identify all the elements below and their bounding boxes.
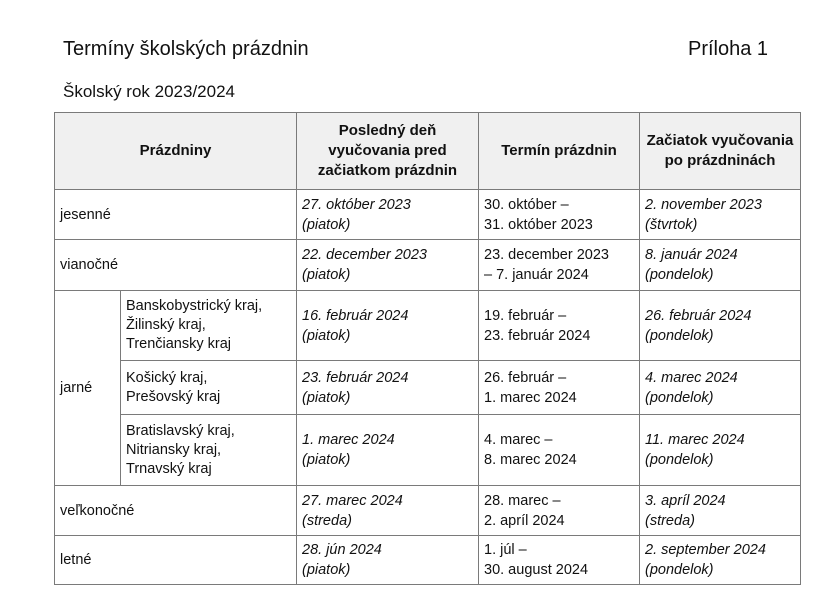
table-row: letné 28. jún 2024 (piatok) 1. júl – 30. aug… <box>54 535 801 585</box>
table-row: Košický kraj, Prešovský kraj 23. február 2… <box>55 360 801 415</box>
term-cell: 28. marec – 2. apríl 2024 <box>478 485 640 536</box>
start-cell: 2. september 2024 (pondelok) <box>639 535 801 585</box>
start-cell: 2. november 2023 (štvrtok) <box>639 189 801 240</box>
term-cell: 23. december 2023 – 7. január 2024 <box>478 239 640 291</box>
holiday-name: veľkonočné <box>54 485 297 536</box>
cell-line: 11. marec 2024 <box>645 432 745 448</box>
cell-line: 23. december 2023 <box>484 247 609 263</box>
cell-line: 27. marec 2024 <box>302 492 403 509</box>
start-cell: 8. január 2024 (pondelok) <box>639 239 801 291</box>
last-day-cell: 22. december 2023 (piatok) <box>296 239 479 291</box>
table-row: veľkonočné 27. marec 2024 (streda) 28. mare… <box>54 485 801 536</box>
cell-line: Žilinský kraj, <box>126 317 206 333</box>
holiday-name: jarné <box>54 290 121 486</box>
region-cell: Banskobystrický kraj, Žilinský kraj, Trenč… <box>120 290 297 361</box>
last-day-cell: 27. október 2023 (piatok) <box>296 189 479 240</box>
start-cell: 3. apríl 2024 (streda) <box>639 485 801 536</box>
document-title: Termíny školských prázdnin <box>63 38 309 60</box>
term-cell: 26. február – 1. marec 2024 <box>478 360 640 415</box>
cell-line: (pondelok) <box>645 562 714 578</box>
cell-line: 4. marec – <box>484 432 553 448</box>
cell-line: 28. marec – <box>484 492 561 509</box>
cell-line: (piatok) <box>302 389 351 406</box>
cell-line: 4. marec 2024 <box>645 369 738 386</box>
cell-line: Trenčiansky kraj <box>126 336 232 352</box>
header-last-day: Posledný deň vyučovania pred začiatkom p… <box>296 112 479 190</box>
cell-line: (piatok) <box>302 327 351 344</box>
header-holidays: Prázdniny <box>54 112 297 190</box>
start-cell: 4. marec 2024 (pondelok) <box>639 360 801 415</box>
start-cell: 11. marec 2024 (pondelok) <box>639 414 801 486</box>
cell-line: (pondelok) <box>645 389 714 406</box>
cell-line: Trnavský kraj <box>126 460 212 477</box>
cell-line: 30. október – <box>484 196 569 213</box>
last-day-cell: 27. marec 2024 (streda) <box>296 485 479 536</box>
term-cell: 30. október – 31. október 2023 <box>478 189 640 240</box>
cell-line: 26. február 2024 <box>645 307 752 324</box>
last-day-cell: 23. február 2024 (piatok) <box>296 360 479 415</box>
cell-line: Nitriansky kraj, <box>126 441 222 458</box>
cell-line: Banskobystrický kraj, <box>126 298 263 314</box>
term-cell: 1. júl – 30. august 2024 <box>478 535 640 585</box>
holiday-name: jesenné <box>54 189 297 240</box>
cell-line: 26. február – <box>484 369 567 386</box>
term-cell: 19. február – 23. február 2024 <box>478 290 640 361</box>
school-year-subtitle: Školský rok 2023/2024 <box>63 82 235 101</box>
cell-line: (štvrtok) <box>645 216 698 233</box>
cell-line: (piatok) <box>302 452 351 468</box>
cell-line: (streda) <box>645 512 695 529</box>
holiday-name: vianočné <box>54 239 297 291</box>
cell-line: 31. október 2023 <box>484 216 593 233</box>
cell-line: 8. marec 2024 <box>484 452 577 468</box>
start-cell: 26. február 2024 (pondelok) <box>639 290 801 361</box>
table-row: jarné Banskobystrický kraj, Žilinský kraj,… <box>54 290 801 486</box>
cell-line: 2. apríl 2024 <box>484 512 565 529</box>
annex-label: Príloha 1 <box>688 38 769 60</box>
header-start: Začiatok vyučovania po prázdninách <box>639 112 801 190</box>
cell-line: 2. november 2023 <box>645 196 762 213</box>
cell-line: 23. február 2024 <box>484 327 591 344</box>
last-day-cell: 1. marec 2024 (piatok) <box>296 414 479 486</box>
cell-line: 3. apríl 2024 <box>645 492 726 509</box>
cell-line: (pondelok) <box>645 327 714 344</box>
cell-line: (piatok) <box>302 267 351 283</box>
cell-line: 1. marec 2024 <box>484 389 577 406</box>
term-cell: 4. marec – 8. marec 2024 <box>478 414 640 486</box>
last-day-cell: 16. február 2024 (piatok) <box>296 290 479 361</box>
cell-line: 27. október 2023 <box>302 196 411 213</box>
region-cell: Košický kraj, Prešovský kraj <box>120 360 297 415</box>
header-term: Termín prázdnin <box>478 112 640 190</box>
holiday-name: letné <box>54 535 297 585</box>
cell-line: – 7. január 2024 <box>484 267 589 283</box>
cell-line: 19. február – <box>484 307 567 324</box>
cell-line: Košický kraj, <box>126 369 208 386</box>
cell-line: Prešovský kraj <box>126 388 221 405</box>
cell-line: (streda) <box>302 512 352 529</box>
cell-line: (pondelok) <box>645 267 714 283</box>
cell-line: (pondelok) <box>645 452 714 468</box>
header-row: Prázdniny Posledný deň vyučovania pred z… <box>54 112 801 190</box>
cell-line: 22. december 2023 <box>302 247 427 263</box>
last-day-cell: 28. jún 2024 (piatok) <box>296 535 479 585</box>
table-row: Bratislavský kraj, Nitriansky kraj, Trnavs… <box>55 414 801 486</box>
holiday-table: Prázdniny Posledný deň vyučovania pred z… <box>54 112 801 585</box>
cell-line: 2. september 2024 <box>645 542 766 558</box>
cell-line: 28. jún 2024 <box>302 542 382 558</box>
cell-line: 8. január 2024 <box>645 247 738 263</box>
table-row: vianočné 22. december 2023 (piatok) 23. dec… <box>54 239 801 291</box>
cell-line: 30. august 2024 <box>484 562 589 578</box>
region-cell: Bratislavský kraj, Nitriansky kraj, Trnavs… <box>120 414 297 486</box>
cell-line: 1. júl – <box>484 542 527 558</box>
cell-line: Bratislavský kraj, <box>126 422 235 439</box>
cell-line: 1. marec 2024 <box>302 432 395 448</box>
cell-line: 23. február 2024 <box>302 369 409 386</box>
cell-line: 16. február 2024 <box>302 307 409 324</box>
table-row: jesenné 27. október 2023 (piatok) 30. októb… <box>54 189 801 240</box>
cell-line: (piatok) <box>302 562 351 578</box>
cell-line: (piatok) <box>302 216 351 233</box>
